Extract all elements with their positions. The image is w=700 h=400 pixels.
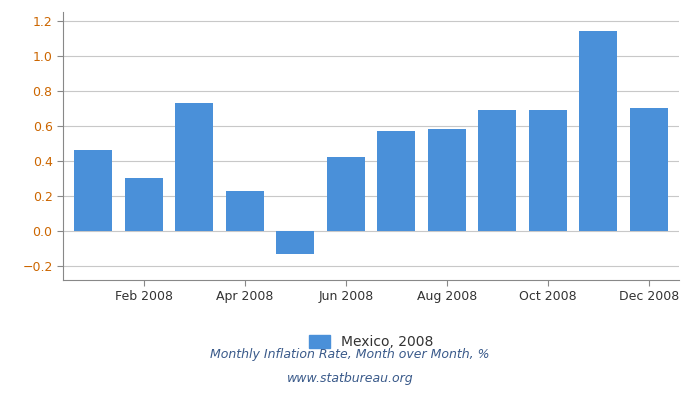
Bar [276,231,314,254]
Bar [327,157,365,231]
Text: www.statbureau.org: www.statbureau.org [287,372,413,385]
Bar [580,31,617,231]
Bar [478,110,516,231]
Bar [377,131,415,231]
Bar [630,108,668,231]
Bar [428,129,466,231]
Bar [175,103,214,231]
Bar [226,191,264,231]
Legend: Mexico, 2008: Mexico, 2008 [309,335,433,349]
Text: Monthly Inflation Rate, Month over Month, %: Monthly Inflation Rate, Month over Month… [210,348,490,361]
Bar [74,150,112,231]
Bar [125,178,162,231]
Bar [528,110,567,231]
